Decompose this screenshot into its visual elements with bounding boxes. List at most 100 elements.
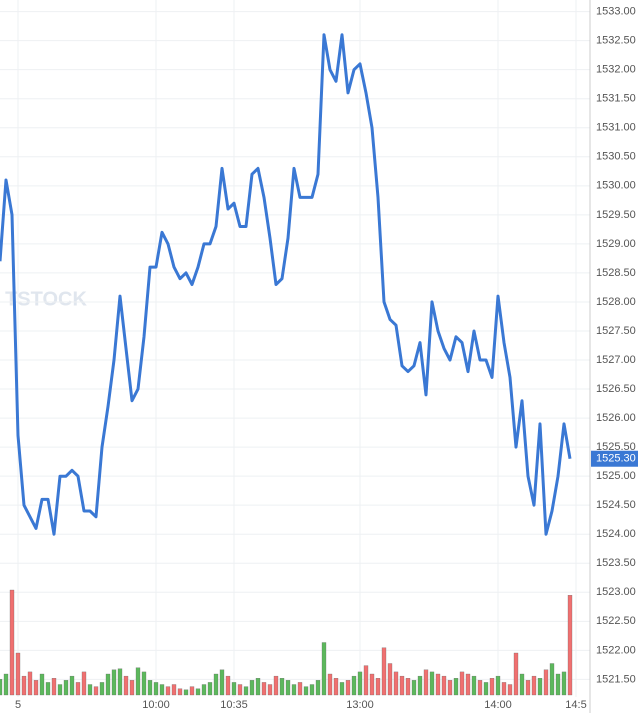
volume-bar <box>117 668 123 696</box>
volume-bar <box>561 671 567 696</box>
volume-bar <box>333 678 339 696</box>
volume-bar <box>351 675 357 696</box>
volume-bar <box>519 673 525 696</box>
volume-bar <box>261 682 267 696</box>
volume-bar <box>555 673 561 696</box>
volume-bar <box>27 671 33 696</box>
volume-bar <box>105 673 111 696</box>
volume-bar <box>399 675 405 696</box>
volume-bar <box>429 671 435 696</box>
y-tick-label: 1526.50 <box>596 383 636 395</box>
volume-bar <box>33 680 39 696</box>
volume-bar <box>345 680 351 696</box>
y-tick-label: 1531.00 <box>596 122 636 134</box>
volume-bar <box>249 680 255 696</box>
volume-bar <box>369 673 375 696</box>
y-tick-label: 1527.50 <box>596 325 636 337</box>
volume-bar <box>465 673 471 696</box>
y-tick-label: 1522.00 <box>596 644 636 656</box>
volume-bar <box>543 669 549 696</box>
volume-bar <box>297 682 303 696</box>
y-tick-label: 1525.50 <box>596 441 636 453</box>
volume-bar <box>201 684 207 696</box>
y-tick-label: 1521.50 <box>596 673 636 685</box>
x-tick-label: 10:35 <box>220 699 248 711</box>
volume-bar <box>57 684 63 696</box>
volume-bar <box>111 669 117 696</box>
volume-bar <box>339 682 345 696</box>
volume-bar <box>219 669 225 696</box>
volume-bar <box>177 688 183 696</box>
volume-bar <box>381 647 387 696</box>
x-tick-label: 13:00 <box>346 699 374 711</box>
volume-bar <box>165 686 171 696</box>
y-tick-label: 1524.50 <box>596 499 636 511</box>
volume-bar <box>549 663 555 696</box>
volume-bar <box>453 678 459 696</box>
volume-bar <box>243 686 249 696</box>
volume-bar <box>99 682 105 696</box>
y-tick-label: 1530.00 <box>596 180 636 192</box>
volume-bar <box>309 684 315 696</box>
volume-bar <box>423 669 429 696</box>
volume-bar <box>375 678 381 696</box>
volume-bar <box>477 680 483 696</box>
price-line <box>0 33 572 536</box>
volume-bar <box>417 675 423 696</box>
volume-bar <box>513 652 519 696</box>
y-tick-label: 1530.50 <box>596 151 636 163</box>
y-tick-label: 1528.00 <box>596 296 636 308</box>
volume-bar <box>303 686 309 696</box>
volume-bar <box>45 682 51 696</box>
y-tick-label: 1525.00 <box>596 470 636 482</box>
volume-bar <box>411 680 417 696</box>
volume-bar <box>471 675 477 696</box>
volume-bar <box>405 678 411 696</box>
last-price-label: 1525.30 <box>596 453 636 465</box>
volume-bar <box>213 673 219 696</box>
volume-bar <box>225 675 231 696</box>
volume-bar <box>279 678 285 696</box>
volume-bar <box>129 680 135 696</box>
volume-bar <box>483 682 489 696</box>
y-tick-label: 1532.50 <box>596 35 636 47</box>
volume-bar <box>183 689 189 696</box>
volume-bar <box>231 682 237 696</box>
volume-bar <box>93 686 99 696</box>
volume-bar <box>39 673 45 696</box>
volume-bar <box>0 679 3 696</box>
volume-bar <box>207 682 213 696</box>
volume-bar <box>285 680 291 696</box>
volume-bar <box>273 675 279 696</box>
x-tick-label: 5 <box>15 699 21 711</box>
volume-bar <box>495 675 501 696</box>
volume-bar <box>189 686 195 696</box>
volume-bar <box>357 671 363 696</box>
volume-bar <box>441 675 447 696</box>
volume-bar <box>507 684 513 696</box>
volume-bar <box>3 673 9 696</box>
y-tick-label: 1528.50 <box>596 267 636 279</box>
y-tick-label: 1529.00 <box>596 238 636 250</box>
volume-bar <box>363 665 369 696</box>
volume-bar <box>237 684 243 696</box>
volume-bar <box>15 652 21 696</box>
volume-bar <box>87 684 93 696</box>
volume-bar <box>291 684 297 696</box>
volume-bar <box>255 678 261 696</box>
volume-bar <box>537 678 543 696</box>
x-tick-label: 10:00 <box>142 699 170 711</box>
volume-bar <box>135 667 141 696</box>
x-tick-label: 14:00 <box>484 699 512 711</box>
volume-bar <box>525 680 531 696</box>
volume-bar <box>327 673 333 696</box>
volume-bar <box>267 684 273 696</box>
y-tick-label: 1524.00 <box>596 528 636 540</box>
volume-bar <box>387 663 393 696</box>
volume-bar <box>9 589 15 696</box>
y-tick-label: 1522.50 <box>596 615 636 627</box>
volume-bar <box>141 671 147 696</box>
volume-bar <box>123 675 129 696</box>
last-price-box <box>591 450 638 467</box>
